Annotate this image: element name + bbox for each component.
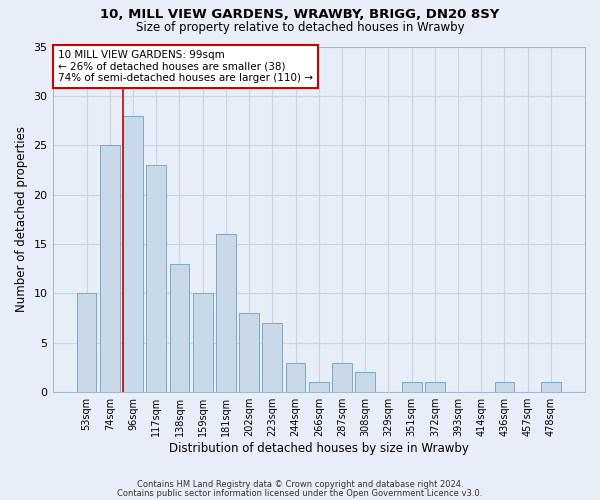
Bar: [170, 264, 190, 392]
Bar: [286, 362, 305, 392]
Y-axis label: Number of detached properties: Number of detached properties: [15, 126, 28, 312]
Text: Contains HM Land Registry data © Crown copyright and database right 2024.: Contains HM Land Registry data © Crown c…: [137, 480, 463, 489]
Bar: [262, 323, 282, 392]
Bar: [541, 382, 561, 392]
Bar: [309, 382, 329, 392]
Bar: [355, 372, 375, 392]
Bar: [425, 382, 445, 392]
Bar: [146, 165, 166, 392]
Bar: [239, 313, 259, 392]
Bar: [123, 116, 143, 392]
Text: Size of property relative to detached houses in Wrawby: Size of property relative to detached ho…: [136, 21, 464, 34]
Bar: [402, 382, 422, 392]
Bar: [100, 146, 119, 392]
Bar: [193, 294, 212, 392]
Bar: [494, 382, 514, 392]
Bar: [77, 294, 97, 392]
Text: Contains public sector information licensed under the Open Government Licence v3: Contains public sector information licen…: [118, 488, 482, 498]
Bar: [216, 234, 236, 392]
Bar: [332, 362, 352, 392]
Text: 10, MILL VIEW GARDENS, WRAWBY, BRIGG, DN20 8SY: 10, MILL VIEW GARDENS, WRAWBY, BRIGG, DN…: [100, 8, 500, 20]
X-axis label: Distribution of detached houses by size in Wrawby: Distribution of detached houses by size …: [169, 442, 469, 455]
Text: 10 MILL VIEW GARDENS: 99sqm
← 26% of detached houses are smaller (38)
74% of sem: 10 MILL VIEW GARDENS: 99sqm ← 26% of det…: [58, 50, 313, 83]
